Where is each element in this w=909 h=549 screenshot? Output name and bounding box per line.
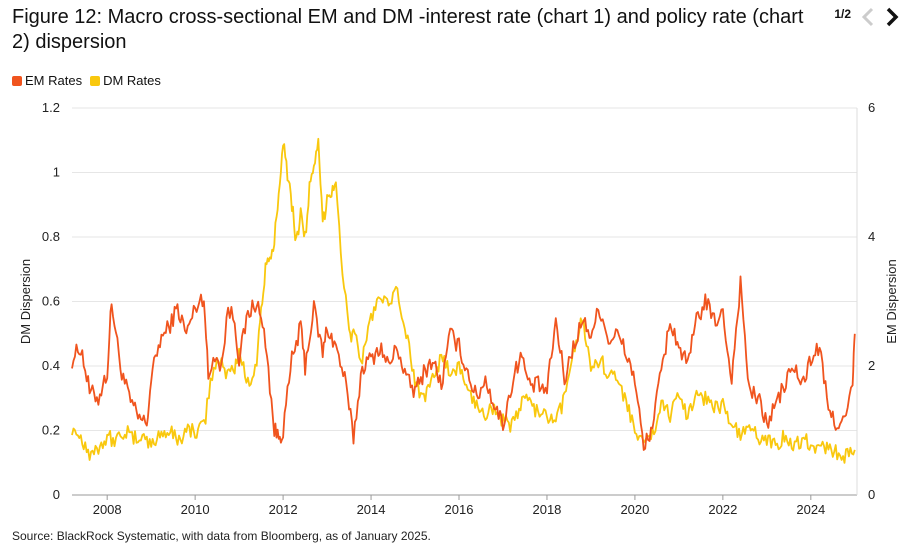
y-tick-label-right: 2: [868, 358, 875, 373]
next-button[interactable]: [883, 6, 901, 28]
y-tick-label-right: 0: [868, 487, 875, 502]
prev-button[interactable]: [859, 6, 877, 28]
y-tick-label-left: 0.6: [42, 294, 60, 309]
chart-area: 0 0.2 0.4 0.6 0.8 1 1.2 0 2 4 6 2008 2010 2012 2014 201…: [0, 95, 909, 525]
series-line-dm-rates: [71, 137, 856, 464]
legend-swatch-em: [12, 75, 22, 86]
y-axis-title-left: DM Dispersion: [18, 259, 33, 344]
y-tick-label-left: 1.2: [42, 100, 60, 115]
chart-legend: EM Rates DM Rates: [12, 73, 161, 88]
x-tick-label: 2016: [445, 502, 474, 517]
x-tick-label: 2018: [532, 502, 561, 517]
y-tick-label-right: 6: [868, 100, 875, 115]
y-tick-label-left: 0.4: [42, 358, 60, 373]
y-tick-label-left: 0: [53, 487, 60, 502]
y-tick-label-left: 1: [53, 165, 60, 180]
dispersion-line-chart: 0 0.2 0.4 0.6 0.8 1 1.2 0 2 4 6 2008 2010 2012 2014 201…: [18, 100, 899, 517]
x-tick-label: 2008: [93, 502, 122, 517]
y-tick-label-left: 0.8: [42, 229, 60, 244]
x-tick-label: 2010: [181, 502, 210, 517]
y-tick-label-right: 4: [868, 229, 875, 244]
x-tick-label: 2022: [708, 502, 737, 517]
x-tick-label: 2024: [796, 502, 825, 517]
chevron-left-icon: [861, 7, 874, 27]
x-tick-label: 2020: [620, 502, 649, 517]
source-note: Source: BlackRock Systematic, with data …: [12, 529, 431, 543]
legend-label-dm: DM Rates: [103, 73, 161, 88]
page-indicator: 1/2: [834, 7, 851, 21]
chevron-right-icon: [886, 7, 899, 27]
y-axis-title-right: EM Dispersion: [884, 259, 899, 344]
legend-label-em: EM Rates: [25, 73, 83, 88]
legend-swatch-dm: [90, 75, 101, 86]
page-title: Figure 12: Macro cross-sectional EM and …: [12, 6, 804, 53]
series-line-em-rates: [71, 275, 856, 451]
x-tick-label: 2014: [357, 502, 386, 517]
pager: 1/2: [834, 6, 901, 28]
legend-item-dm: DM Rates: [90, 73, 161, 88]
legend-item-em: EM Rates: [12, 73, 82, 88]
y-tick-label-left: 0.2: [42, 423, 60, 438]
x-tick-label: 2012: [269, 502, 298, 517]
